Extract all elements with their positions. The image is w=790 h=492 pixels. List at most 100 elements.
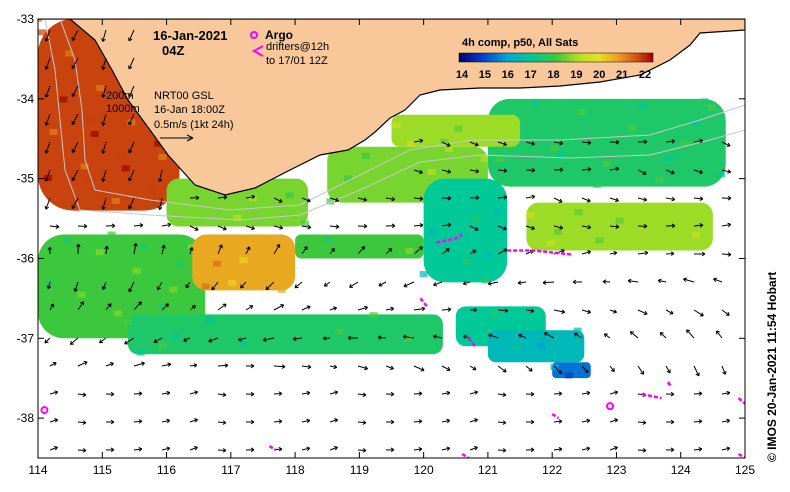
current-vector: [721, 390, 731, 396]
current-vector: [609, 250, 618, 256]
current-vector: [77, 448, 87, 453]
current-vector: [77, 301, 85, 311]
current-vector: [721, 222, 732, 228]
x-tick-label: 118: [286, 463, 305, 477]
current-vector: [665, 139, 676, 144]
current-vector: [273, 364, 286, 369]
current-vector: [609, 166, 620, 172]
current-vector: [246, 419, 255, 425]
current-vector: [497, 225, 507, 231]
current-vector: [133, 242, 138, 255]
current-vector: [609, 365, 615, 372]
current-vector: [413, 391, 423, 396]
sst-patch: [166, 178, 308, 227]
current-vector: [217, 448, 227, 453]
current-vector: [603, 333, 611, 339]
current-vector: [301, 390, 311, 396]
current-vector: [44, 197, 51, 210]
sst-texture: [427, 168, 436, 175]
current-vector: [46, 281, 52, 290]
sst-texture: [53, 142, 62, 149]
y-tick-label: -36: [17, 251, 35, 265]
current-vector: [386, 419, 395, 425]
sst-texture: [404, 335, 413, 342]
current-vector: [665, 196, 676, 202]
current-vector: [385, 391, 395, 397]
current-vector: [357, 365, 368, 371]
current-vector: [497, 365, 507, 373]
sst-texture: [540, 166, 549, 173]
isobath-1000m: [44, 19, 745, 221]
sst-texture: [405, 248, 414, 255]
sst-texture: [86, 117, 95, 124]
sst-texture: [463, 258, 472, 265]
sst-texture: [428, 228, 437, 235]
sst-texture: [148, 186, 157, 193]
current-vector: [713, 277, 723, 283]
current-vector: [413, 138, 424, 144]
current-vector: [49, 303, 55, 311]
sst-texture: [287, 314, 296, 321]
current-vector: [581, 365, 589, 374]
current-vector: [385, 223, 396, 229]
current-vector: [357, 246, 366, 255]
current-vector: [637, 197, 648, 202]
current-vector: [553, 225, 564, 230]
colorbar-tick-label: 21: [616, 69, 628, 81]
current-vector: [721, 309, 730, 316]
current-vector: [101, 141, 107, 154]
current-vector: [77, 223, 88, 229]
current-vector: [517, 280, 527, 286]
current-vector: [128, 29, 135, 42]
sst-texture: [158, 153, 167, 160]
current-vector: [721, 195, 732, 201]
map-date: 16-Jan-2021: [153, 28, 227, 43]
current-vector: [693, 138, 704, 144]
current-vector: [265, 281, 275, 291]
current-vector: [609, 390, 619, 395]
current-vector: [441, 169, 452, 174]
current-vector: [329, 364, 338, 370]
sst-texture: [493, 209, 502, 216]
sst-texture: [121, 165, 130, 172]
current-vector: [581, 197, 591, 203]
x-tick-label: 115: [93, 463, 112, 477]
current-vector: [347, 335, 358, 341]
sst-texture: [59, 96, 68, 103]
argo-floats: [40, 402, 615, 415]
sst-texture: [546, 240, 555, 247]
x-tick-label: 116: [157, 463, 176, 477]
current-vector: [245, 246, 251, 255]
current-vector: [385, 365, 394, 370]
current-vector: [245, 194, 256, 200]
sst-layer: [38, 19, 726, 379]
sst-texture: [285, 192, 294, 199]
current-vector: [101, 113, 107, 126]
map-time: 04Z: [162, 43, 184, 58]
current-vector: [44, 113, 51, 126]
current-vector: [49, 361, 57, 367]
current-vector: [240, 281, 247, 289]
current-vector: [693, 391, 703, 396]
colorbar-tick-label: 18: [547, 69, 559, 81]
current-vector: [693, 419, 703, 424]
current-vector: [75, 243, 81, 255]
sst-texture: [169, 286, 178, 293]
x-tick-label: 121: [478, 463, 498, 477]
current-vector: [441, 195, 452, 201]
sst-texture: [357, 321, 366, 328]
current-vector: [413, 365, 425, 372]
sst-texture: [619, 145, 628, 152]
current-vector: [105, 223, 116, 229]
sst-texture: [512, 344, 521, 351]
current-vector: [581, 167, 592, 172]
current-vector: [245, 225, 255, 231]
current-vector: [77, 420, 87, 425]
sst-texture: [212, 260, 221, 267]
current-vector: [525, 365, 533, 372]
sst-texture: [526, 212, 535, 219]
current-vector: [581, 390, 591, 396]
current-vector: [133, 301, 142, 311]
current-vector: [329, 248, 335, 255]
